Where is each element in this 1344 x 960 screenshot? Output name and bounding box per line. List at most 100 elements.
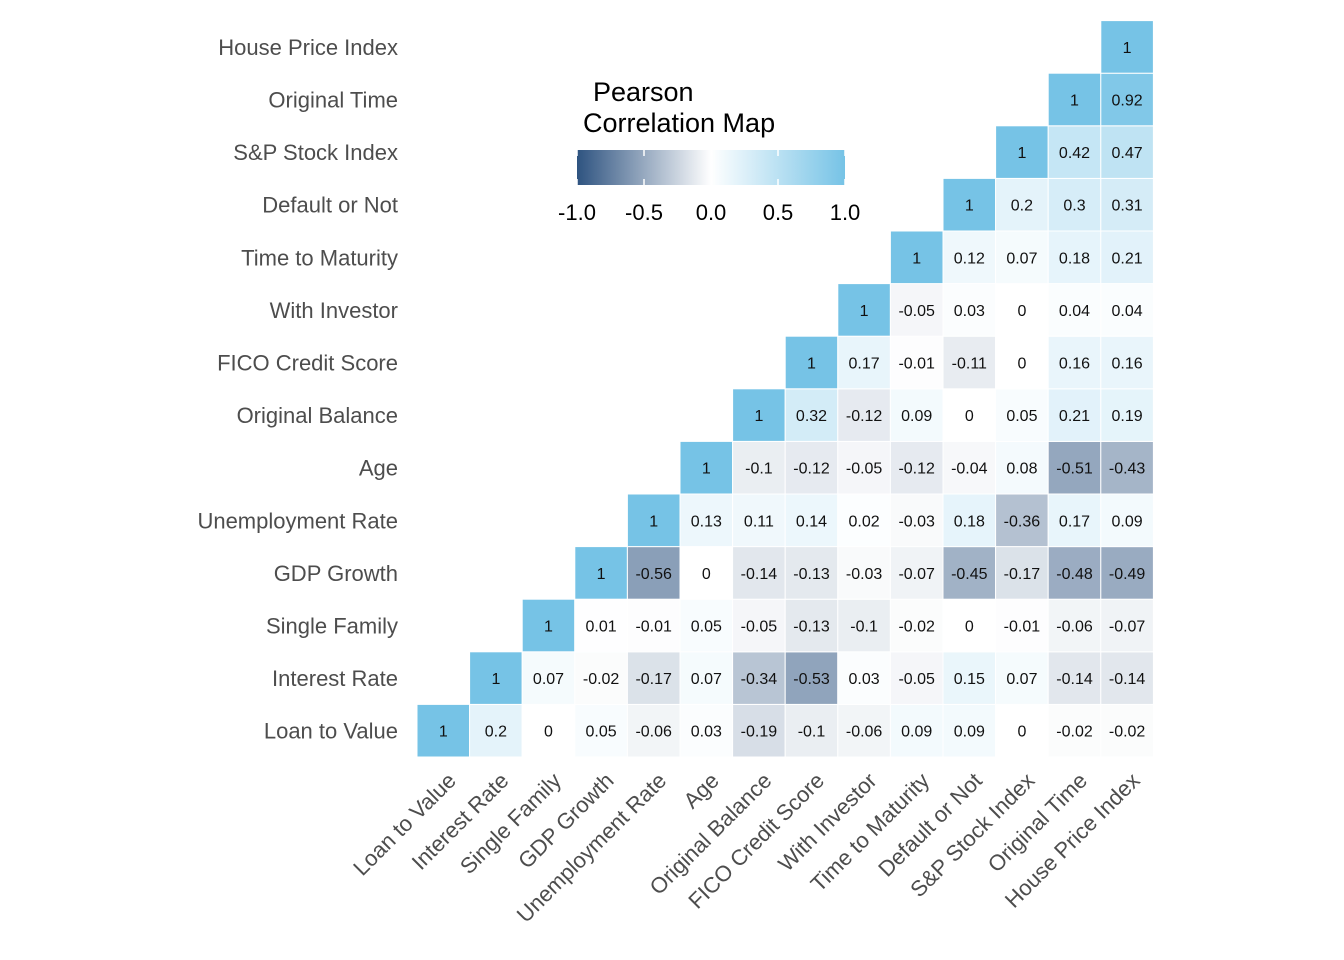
cell-value-label: 1: [807, 356, 816, 373]
heatmap-cell: [837, 598, 891, 653]
heatmap-cell: [784, 335, 839, 390]
heatmap-cell: [837, 283, 891, 337]
heatmap-cell: [626, 493, 681, 548]
cell-value-label: -0.12: [898, 461, 935, 478]
heatmap-cell: [679, 651, 734, 705]
cell-value-label: 0.04: [1112, 303, 1143, 320]
heatmap-cell: [1100, 388, 1154, 442]
cell-value-label: 0.17: [849, 356, 880, 373]
heatmap-cell: [1047, 703, 1102, 758]
cell-value-label: -0.06: [846, 724, 883, 741]
heatmap-cell: [995, 283, 1049, 337]
cell-value-label: 0.04: [1059, 303, 1090, 320]
cell-value-label: 0.03: [691, 724, 722, 741]
cell-value-label: 1: [1070, 93, 1079, 110]
heatmap-cell: [889, 703, 944, 758]
cell-value-label: 1: [1123, 40, 1132, 57]
y-axis-label: S&P Stock Index: [233, 140, 398, 165]
cell-value-label: 1: [544, 619, 553, 636]
legend-tick-label: -1.0: [558, 200, 596, 225]
cell-value-label: 1: [754, 408, 763, 425]
heatmap-cell: [574, 546, 628, 600]
cell-value-label: -0.02: [583, 671, 620, 688]
cell-value-label: -0.05: [898, 303, 935, 320]
heatmap-cell: [784, 703, 839, 758]
heatmap-cell: [942, 335, 997, 390]
heatmap-cell: [942, 440, 997, 495]
cell-value-label: 0.09: [901, 408, 932, 425]
heatmap-cell: [626, 703, 681, 758]
cell-value-label: 0.18: [954, 513, 985, 530]
legend-tick-label: 0.0: [696, 200, 727, 225]
cell-value-label: 1: [597, 566, 606, 583]
heatmap-cell: [469, 703, 523, 758]
cell-value-label: -0.07: [1109, 619, 1146, 636]
cell-value-label: 0.19: [1112, 408, 1143, 425]
y-axis-label: Default or Not: [262, 193, 398, 218]
heatmap-cell: [1100, 651, 1154, 705]
cell-value-label: 0.17: [1059, 513, 1090, 530]
cell-value-label: 0: [965, 619, 974, 636]
heatmap-cell: [1047, 72, 1102, 127]
heatmap-cell: [837, 546, 891, 600]
heatmap-cell: [889, 388, 944, 442]
cell-value-label: -0.03: [846, 566, 883, 583]
cell-value-label: -0.07: [898, 566, 935, 583]
heatmap-cell: [1100, 335, 1154, 390]
y-axis-label: Age: [359, 456, 398, 481]
legend-ticks: -1.0 -0.5 0.0 0.5 1.0: [558, 150, 860, 225]
cell-value-label: 0.3: [1063, 198, 1085, 215]
heatmap-cell: [732, 703, 786, 758]
heatmap-cell: [574, 598, 628, 653]
heatmap-cell: [889, 283, 944, 337]
heatmap-cell: [1047, 493, 1102, 548]
cell-value-label: 0.01: [586, 619, 617, 636]
y-axis-labels: Loan to Value Interest Rate Single Family G…: [197, 35, 398, 744]
heatmap-cell: [1047, 598, 1102, 653]
heatmap-cell: [626, 546, 681, 600]
cell-value-label: 0.08: [1006, 461, 1037, 478]
legend-tick-label: -0.5: [625, 200, 663, 225]
cell-value-label: -0.14: [741, 566, 778, 583]
cell-value-label: 0: [1017, 356, 1026, 373]
cell-value-label: 0: [1017, 303, 1026, 320]
cell-value-label: -0.36: [1004, 513, 1041, 530]
heatmap-cell: [521, 598, 576, 653]
heatmap-cell: [1100, 20, 1154, 74]
heatmap-cell: [1047, 283, 1102, 337]
y-axis-label: With Investor: [270, 298, 398, 323]
heatmap-cell: [942, 388, 997, 442]
cell-value-label: -0.1: [798, 724, 826, 741]
y-axis-label: Original Time: [268, 88, 398, 113]
cell-value-label: -0.51: [1056, 461, 1093, 478]
heatmap-cell: [1100, 177, 1154, 232]
heatmap-cell: [574, 651, 628, 705]
y-axis-label: FICO Credit Score: [217, 351, 398, 376]
cell-value-label: 0.12: [954, 250, 985, 267]
y-axis-label: Original Balance: [237, 403, 398, 428]
cell-value-label: 1: [491, 671, 500, 688]
cell-value-label: 0.02: [849, 513, 880, 530]
cell-value-label: -0.43: [1109, 461, 1146, 478]
heatmap-cell: [1100, 230, 1154, 285]
cell-value-label: 1: [649, 513, 658, 530]
cell-value-label: -0.49: [1109, 566, 1146, 583]
cell-value-label: -0.56: [635, 566, 672, 583]
cell-value-label: 0.32: [796, 408, 827, 425]
cell-value-label: 1: [965, 198, 974, 215]
cell-value-label: -0.02: [1056, 724, 1093, 741]
heatmap-cell: [995, 177, 1049, 232]
cell-value-label: 0.2: [1011, 198, 1033, 215]
heatmap-cell: [837, 493, 891, 548]
heatmap-cell: [784, 651, 839, 705]
heatmap-cell: [1100, 440, 1154, 495]
legend-title-line-1: Pearson: [593, 77, 694, 107]
cell-value-label: 0: [1017, 724, 1026, 741]
heatmap-cell: [732, 440, 786, 495]
cell-value-label: -0.53: [793, 671, 830, 688]
cell-value-label: 0.42: [1059, 145, 1090, 162]
y-axis-label: Interest Rate: [272, 666, 398, 691]
legend: Pearson Correlation Map -1.0 -0.5 0.0 0.5 1.…: [558, 77, 860, 225]
